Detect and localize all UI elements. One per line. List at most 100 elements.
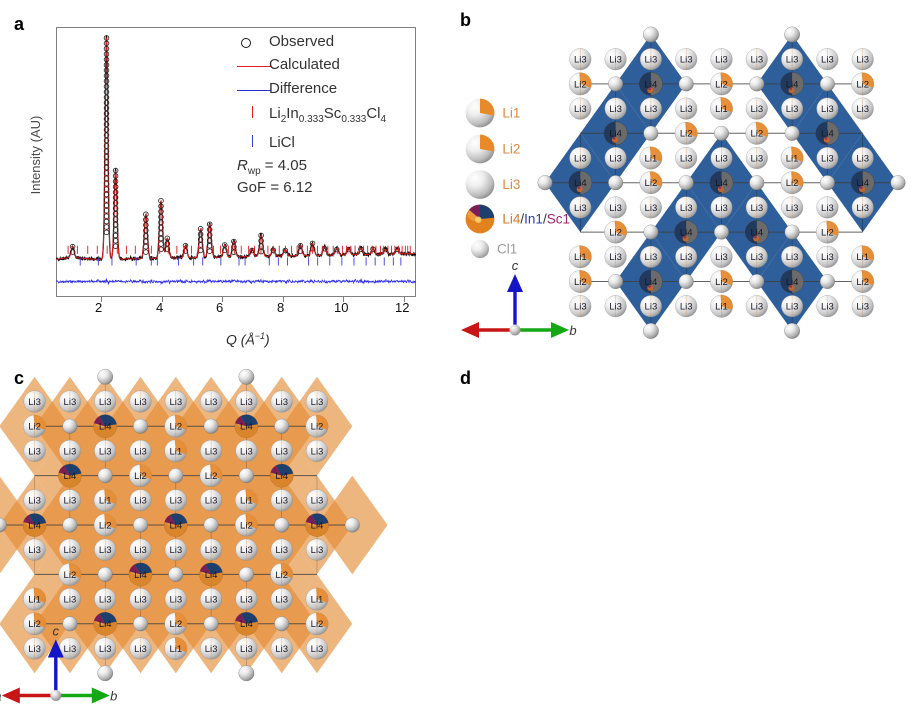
svg-text:Li3: Li3 [609,55,622,66]
svg-text:Li3: Li3 [64,397,77,408]
svg-text:Li3: Li3 [28,397,41,408]
svg-text:Li4: Li4 [99,422,112,433]
svg-text:Li2: Li2 [645,178,658,189]
svg-text:Li3: Li3 [609,104,622,115]
svg-text:a: a [0,689,1,704]
svg-text:Li1: Li1 [715,104,728,115]
svg-text:Li3: Li3 [645,104,658,115]
svg-text:Li4/In1/Sc1: Li4/In1/Sc1 [502,212,570,227]
svg-text:Li4: Li4 [821,129,834,140]
svg-text:Li2: Li2 [574,79,587,90]
svg-text:Li3: Li3 [715,203,728,214]
svg-text:Li3: Li3 [134,545,147,556]
svg-text:Li3: Li3 [134,446,147,457]
svg-text:Li3: Li3 [99,397,112,408]
svg-text:Li3: Li3 [311,446,324,457]
svg-text:Li3: Li3 [134,595,147,606]
svg-text:b: b [110,689,117,704]
svg-text:Li3: Li3 [240,397,253,408]
svg-text:Li3: Li3 [680,302,693,313]
svg-text:Li3: Li3 [680,153,693,164]
svg-text:Li3: Li3 [609,153,622,164]
svg-text:Li1: Li1 [169,446,182,457]
svg-text:Li2: Li2 [134,471,147,482]
svg-text:Li1: Li1 [169,644,182,655]
svg-text:Li3: Li3 [205,397,218,408]
svg-text:Li4: Li4 [645,277,658,288]
svg-text:Li1: Li1 [645,153,658,164]
svg-text:Cl1: Cl1 [497,242,517,257]
svg-text:Li3: Li3 [28,446,41,457]
svg-text:Li4: Li4 [750,228,763,239]
svg-text:Li3: Li3 [311,545,324,556]
svg-text:Li4: Li4 [169,520,182,531]
svg-text:Li4: Li4 [205,570,218,581]
svg-text:Li3: Li3 [856,302,869,313]
svg-text:Li3: Li3 [275,595,288,606]
svg-text:Li2: Li2 [64,570,77,581]
svg-text:Li3: Li3 [609,203,622,214]
svg-text:Li3: Li3 [786,252,799,263]
svg-text:Li4: Li4 [99,619,112,630]
svg-text:Li3: Li3 [134,397,147,408]
svg-text:Li3: Li3 [205,644,218,655]
svg-text:Li2: Li2 [502,142,520,157]
svg-text:Li3: Li3 [240,446,253,457]
svg-text:Li4: Li4 [574,178,587,189]
svg-text:Li3: Li3 [169,595,182,606]
svg-text:Li1: Li1 [786,153,799,164]
svg-text:Li3: Li3 [275,496,288,507]
svg-text:Li2: Li2 [821,228,834,239]
svg-text:Li1: Li1 [311,595,324,606]
svg-text:Li2: Li2 [856,79,869,90]
svg-text:Li4: Li4 [856,178,869,189]
svg-text:Li3: Li3 [645,252,658,263]
svg-text:Li3: Li3 [64,644,77,655]
svg-text:Li3: Li3 [821,104,834,115]
svg-text:Li4: Li4 [715,178,728,189]
svg-text:Li3: Li3 [240,595,253,606]
svg-text:Li3: Li3 [502,177,520,192]
svg-text:Li3: Li3 [240,545,253,556]
svg-text:Li3: Li3 [205,545,218,556]
svg-text:Li1: Li1 [28,595,41,606]
svg-text:Li4: Li4 [240,619,253,630]
svg-text:Li3: Li3 [856,104,869,115]
svg-text:Li4: Li4 [609,129,622,140]
svg-text:Li3: Li3 [275,644,288,655]
svg-text:Li2: Li2 [205,471,218,482]
svg-text:Li3: Li3 [574,203,587,214]
svg-text:Li3: Li3 [574,104,587,115]
svg-text:Li3: Li3 [856,55,869,66]
svg-text:Li2: Li2 [680,129,693,140]
svg-text:Li3: Li3 [28,496,41,507]
svg-text:Li3: Li3 [715,55,728,66]
svg-text:Li3: Li3 [205,595,218,606]
svg-text:Li4: Li4 [134,570,147,581]
svg-text:Li4: Li4 [786,277,799,288]
svg-text:Li3: Li3 [680,55,693,66]
svg-text:Li3: Li3 [609,302,622,313]
svg-text:c: c [512,258,519,273]
svg-text:Li2: Li2 [275,570,288,581]
svg-text:Li3: Li3 [786,302,799,313]
svg-text:Li3: Li3 [821,153,834,164]
svg-text:Li3: Li3 [275,446,288,457]
svg-text:Li3: Li3 [275,397,288,408]
svg-text:Li2: Li2 [28,619,41,630]
svg-text:Li3: Li3 [311,496,324,507]
svg-text:Li2: Li2 [169,422,182,433]
svg-text:Li3: Li3 [821,302,834,313]
svg-text:Li3: Li3 [750,302,763,313]
svg-text:Li2: Li2 [856,277,869,288]
svg-text:Li1: Li1 [574,252,587,263]
svg-text:Li3: Li3 [645,55,658,66]
svg-text:a: a [460,323,461,338]
svg-text:Li4: Li4 [240,422,253,433]
svg-text:Li3: Li3 [680,104,693,115]
svg-text:Li4: Li4 [645,79,658,90]
svg-text:Li4: Li4 [786,79,799,90]
svg-text:Li3: Li3 [856,203,869,214]
svg-text:Li2: Li2 [750,129,763,140]
svg-text:Li2: Li2 [574,277,587,288]
